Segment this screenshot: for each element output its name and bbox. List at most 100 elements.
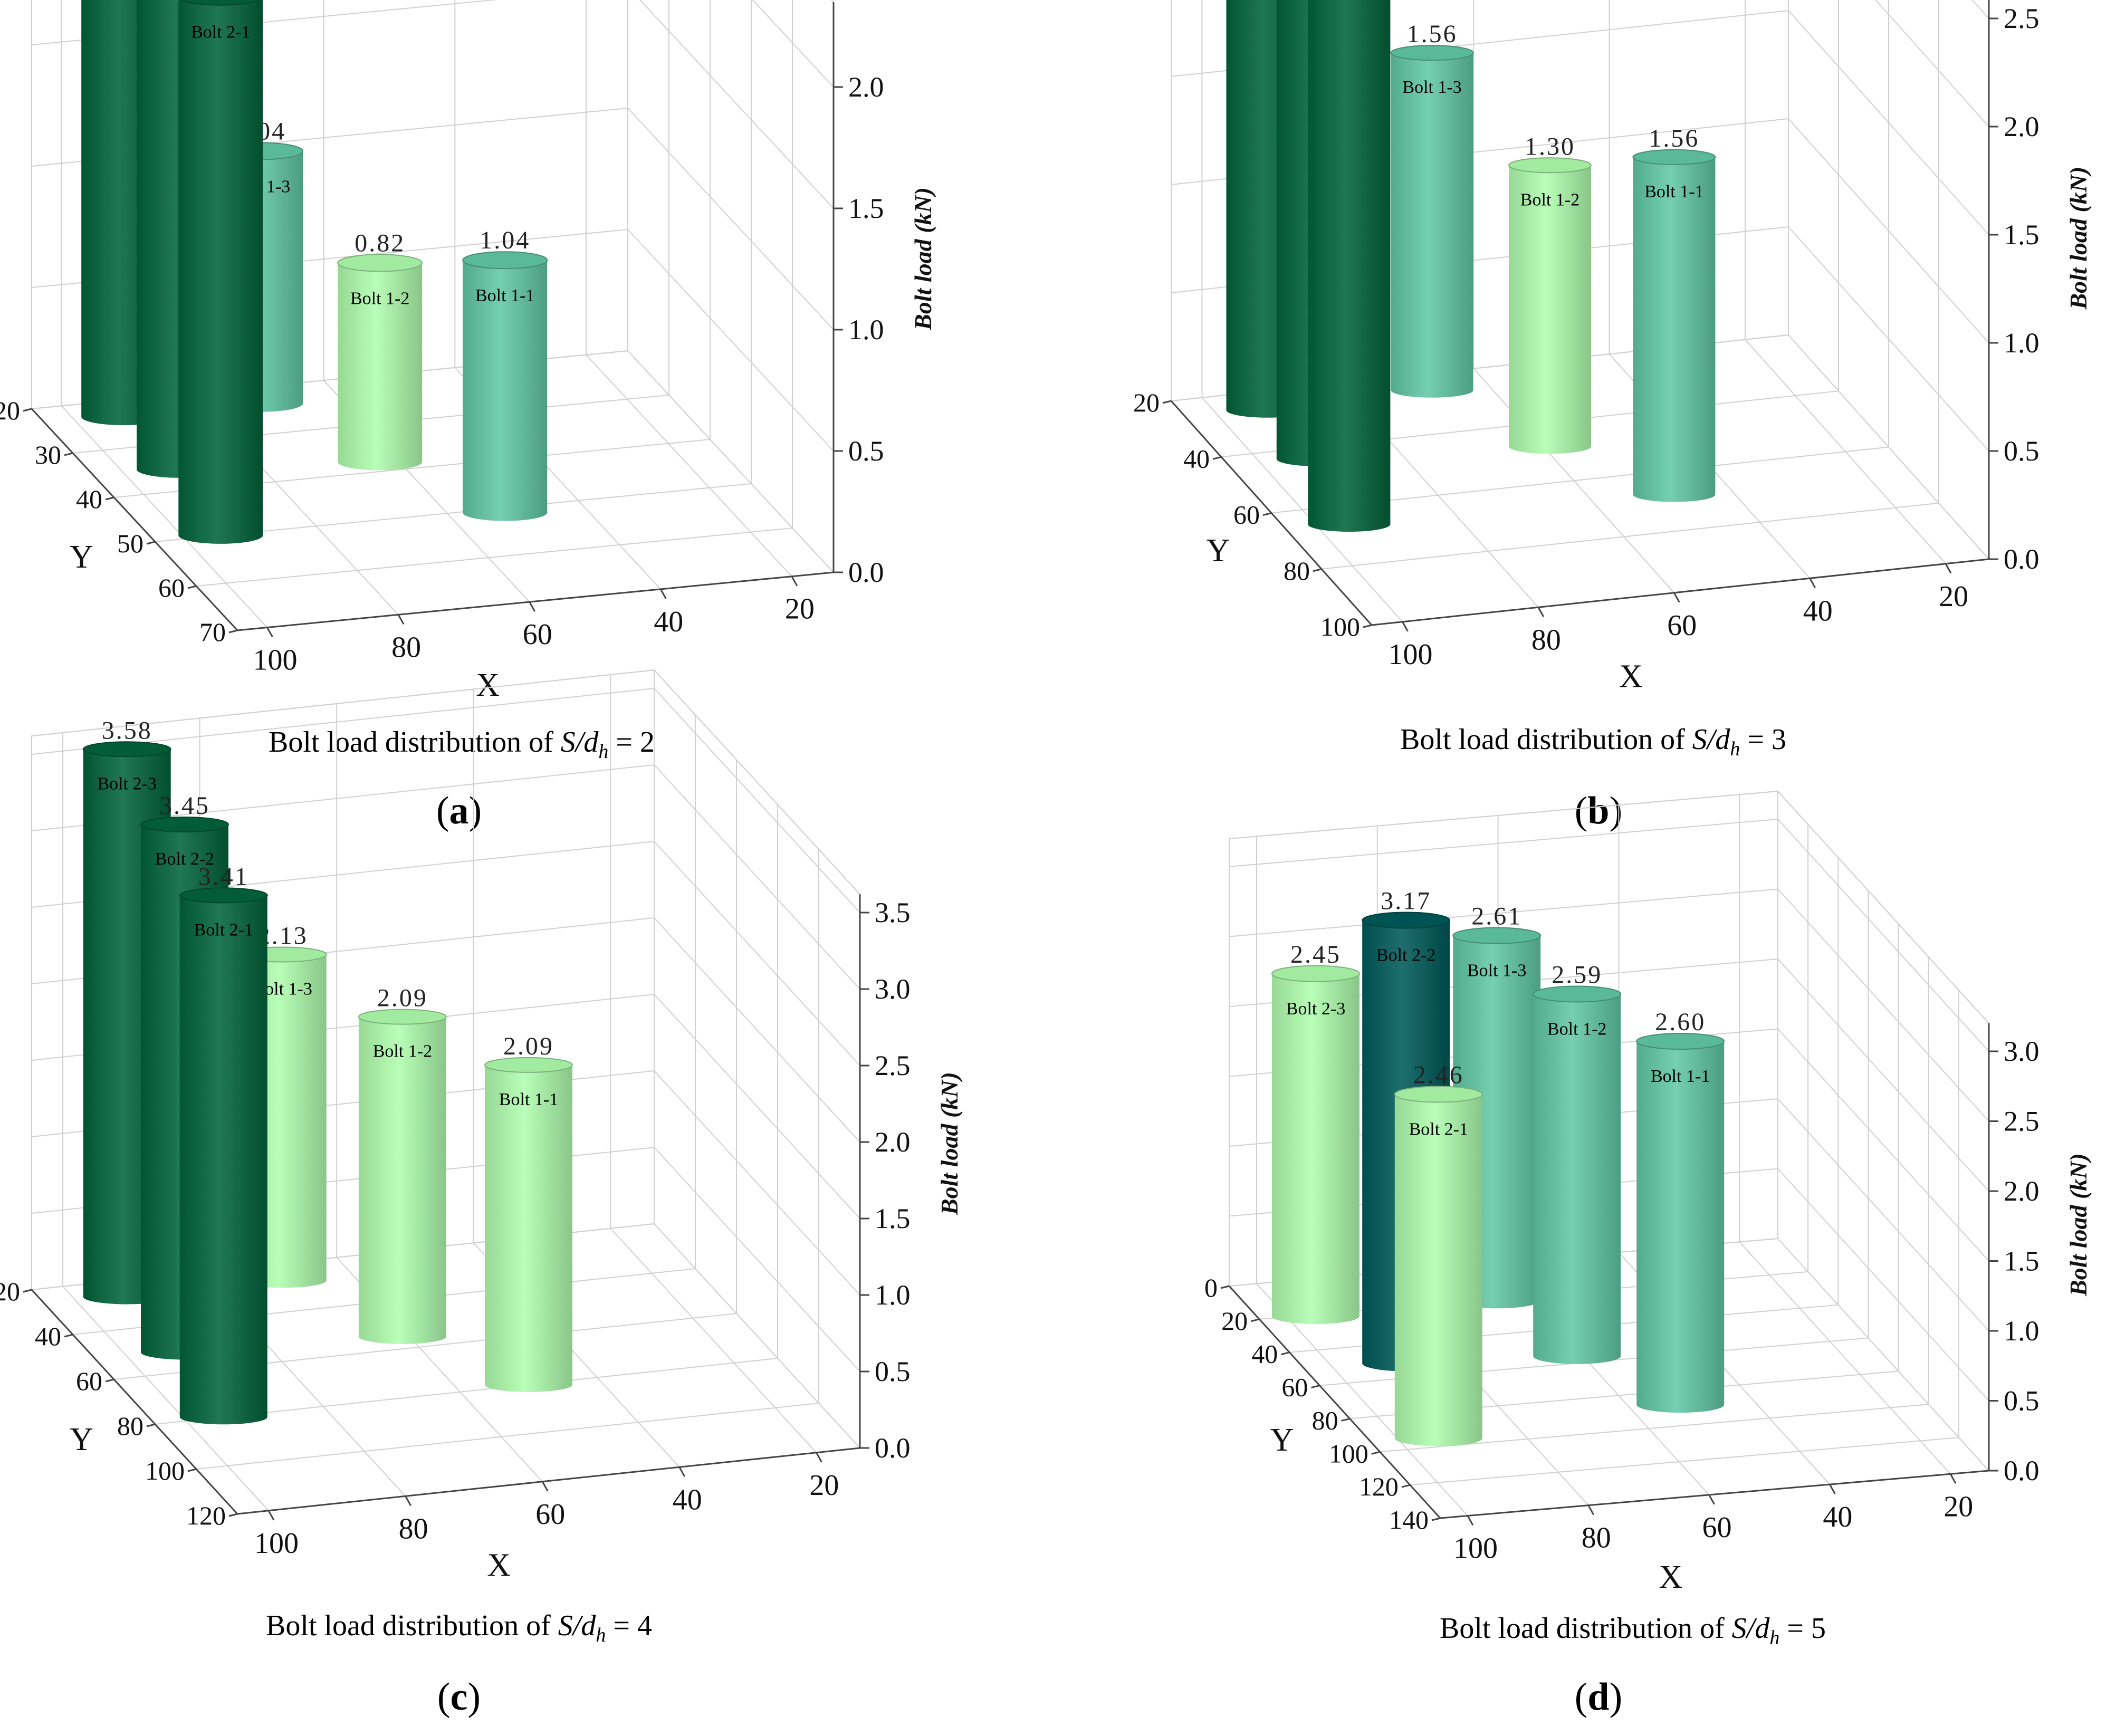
x-tick [1537,607,1545,617]
y-tick [1262,512,1272,516]
y-tick [1363,624,1372,628]
bar-value-label: 1.30 [1525,132,1575,160]
bar-bolt-1-1: 1.04 Bolt 1-1 [462,226,548,521]
x-tick [267,1510,275,1521]
gridline [72,0,669,454]
x-tick-label: 100 [253,644,298,677]
x-tick-label: 40 [654,606,683,638]
y-tick-label: 120 [186,1501,226,1530]
bar-value-label: 2.46 [1413,1061,1464,1089]
y-tick-label: 60 [1281,1373,1308,1402]
y-tick-label: 40 [76,484,102,514]
bar-name-label: Bolt 2-2 [1376,946,1435,965]
gridline [113,760,737,1380]
bar-body [178,0,263,544]
panel-d-axes: 100 80 60 40 200204060801001201400.00.51.01.… [1204,790,2092,1595]
bar-top [462,251,548,270]
gridline [1271,0,1889,514]
gridline [31,669,860,895]
x-axis-line [237,571,834,631]
bar-bolt-1-3: 1.56 Bolt 1-3 [1390,20,1474,398]
z-tick-label: 0.0 [848,557,884,588]
bar-name-label: Bolt 2-1 [191,23,250,42]
bar-top [1362,912,1451,929]
x-tick [1949,1473,1957,1484]
panel-b-caption: Bolt load distribution of S/dh = 3 [1400,723,1786,761]
bar-name-label: Bolt 2-3 [97,774,156,793]
bar-bolt-1-1: 1.56 Bolt 1-1 [1632,124,1716,502]
bar-top [1271,965,1360,982]
z-tick-label: 1.0 [2004,327,2040,359]
y-tick [146,1423,156,1427]
y-tick [64,452,73,456]
panel-c-caption: Bolt load distribution of S/dh = 4 [266,1609,652,1647]
y-tick [1212,456,1222,460]
y-tick [105,1378,114,1383]
gridline [1739,794,1951,1474]
gridline [196,0,793,587]
bar-body [1509,165,1591,454]
bar-value-label: 1.56 [1407,20,1458,48]
bar-body [338,263,423,471]
bar-top [82,741,171,757]
gridline [1349,924,1899,1420]
x-tick-label: 100 [1389,638,1433,671]
bar-top [337,254,423,272]
x-tick-label: 80 [1582,1522,1611,1555]
bar-top [140,817,229,832]
bar-bolt-2-3: 2.45 Bolt 2-3 [1271,941,1360,1324]
y-tick [23,408,32,412]
bar-body [1533,994,1621,1364]
y-tick [187,1468,197,1472]
gridline [1321,0,1939,570]
bar-name-label: Bolt 2-3 [1286,999,1345,1019]
bar-name-label: Bolt 1-1 [499,1090,558,1109]
gridline [1410,990,1959,1486]
x-axis-title: X [1659,1559,1682,1595]
y-tick-label: 100 [1320,612,1360,641]
y-tick [1371,1451,1381,1455]
gridline [155,0,752,542]
bar-name-label: Bolt 1-2 [1520,190,1579,209]
y-tick [187,585,197,589]
bar-body [358,1016,446,1344]
z-tick-label: 3.0 [2004,1035,2040,1067]
y-tick-label: 20 [1221,1306,1248,1336]
z-tick-label: 1.5 [848,193,884,224]
y-tick [1313,568,1322,572]
x-tick [1829,1484,1836,1494]
gridline [196,849,819,1470]
bar-value-label: 1.56 [1649,124,1699,152]
bar-top [484,1057,573,1073]
x-tick-label: 80 [399,1512,428,1545]
bar-body [179,895,267,1425]
bar-bolt-1-1: 2.09 Bolt 1-1 [484,1032,573,1392]
y-tick [228,629,238,634]
bar-top [179,887,268,904]
z-tick-label: 0.0 [875,1432,911,1464]
x-tick-label: 20 [1943,1490,1973,1523]
x-axis-title: X [487,1548,511,1584]
panel-b-label: (b) [1574,789,1623,832]
y-tick-label: 120 [1359,1472,1399,1501]
bar-body [485,1064,572,1392]
gridline [1319,890,1869,1386]
x-tick [541,1481,549,1492]
panel-b-chart: 100 80 60 40 20 20 40 60 80 100 0.0 0.5 1.0 1.5 2.0 2.5… [1133,0,2092,695]
bar-bolt-1-2: 1.30 Bolt 1-2 [1508,132,1592,454]
x-tick-label: 100 [1453,1532,1498,1565]
z-tick-label: 2.5 [2004,3,2040,34]
bar-bolt-1-1: 2.60 Bolt 1-1 [1636,1008,1725,1413]
y-tick-label: 20 [1133,388,1160,417]
x-tick [791,576,798,587]
x-tick [1587,1504,1595,1516]
z-tick-label: 2.0 [2004,1175,2040,1207]
y-tick [228,1513,238,1517]
bar-top [1632,149,1716,165]
z-tick-label: 1.0 [848,314,884,346]
panel-c-label: (c) [437,1675,481,1719]
z-tick-label: 1.5 [875,1203,911,1234]
x-tick [1467,1515,1474,1526]
bar-name-label: Bolt 2-1 [194,920,253,939]
x-tick-label: 60 [1667,609,1697,642]
